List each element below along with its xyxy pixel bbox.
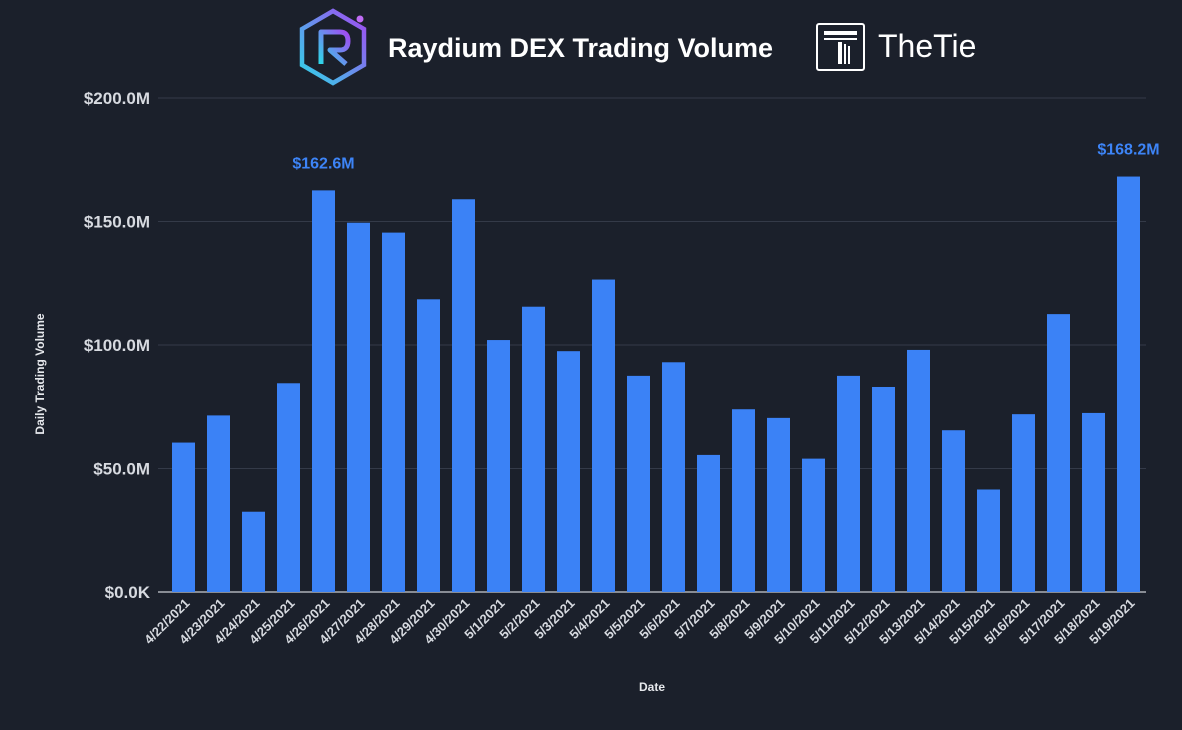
- x-axis-label: Date: [639, 680, 665, 694]
- bar: [242, 511, 265, 592]
- bar: [172, 442, 195, 592]
- y-tick-label: $200.0M: [84, 89, 150, 108]
- bar: [1012, 414, 1035, 592]
- bar: [802, 458, 825, 592]
- raydium-logo-icon: [299, 8, 367, 86]
- bar: [942, 430, 965, 592]
- bar: [872, 386, 895, 592]
- bar: [1047, 314, 1070, 592]
- bar: [557, 351, 580, 592]
- y-tick-label: $50.0M: [93, 460, 150, 479]
- bar: [1082, 412, 1105, 592]
- bar: [732, 409, 755, 592]
- bar: [522, 306, 545, 592]
- bar: [837, 375, 860, 592]
- chart-title: Raydium DEX Trading Volume: [388, 33, 773, 63]
- bar: [382, 232, 405, 593]
- y-tick-label: $100.0M: [84, 336, 150, 355]
- bar: [207, 415, 230, 592]
- data-label: $162.6M: [292, 155, 354, 172]
- bars: [172, 176, 1140, 593]
- bar: [1117, 176, 1140, 592]
- bar: [452, 199, 475, 592]
- y-tick-label: $150.0M: [84, 213, 150, 232]
- bar: [487, 340, 510, 592]
- bar: [277, 383, 300, 592]
- bar: [627, 375, 650, 592]
- x-axis: 4/22/20214/23/20214/24/20214/25/20214/26…: [141, 596, 1138, 648]
- bar: [347, 222, 370, 593]
- y-tick-label: $0.0K: [105, 583, 151, 602]
- annotations: $162.6M $168.2M: [292, 142, 1159, 173]
- bar: [417, 299, 440, 592]
- thetie-logo-icon: [816, 23, 865, 71]
- y-axis: $0.0K $50.0M $100.0M $150.0M $200.0M: [84, 89, 151, 602]
- brand-name: TheTie: [878, 28, 976, 64]
- bar: [767, 417, 790, 592]
- bar: [697, 454, 720, 592]
- data-label: $168.2M: [1097, 142, 1159, 159]
- bar: [592, 279, 615, 592]
- bar: [312, 190, 335, 593]
- bar: [977, 489, 1000, 592]
- bar: [907, 349, 930, 592]
- bar: [662, 362, 685, 592]
- y-axis-label: Daily Trading Volume: [33, 313, 47, 434]
